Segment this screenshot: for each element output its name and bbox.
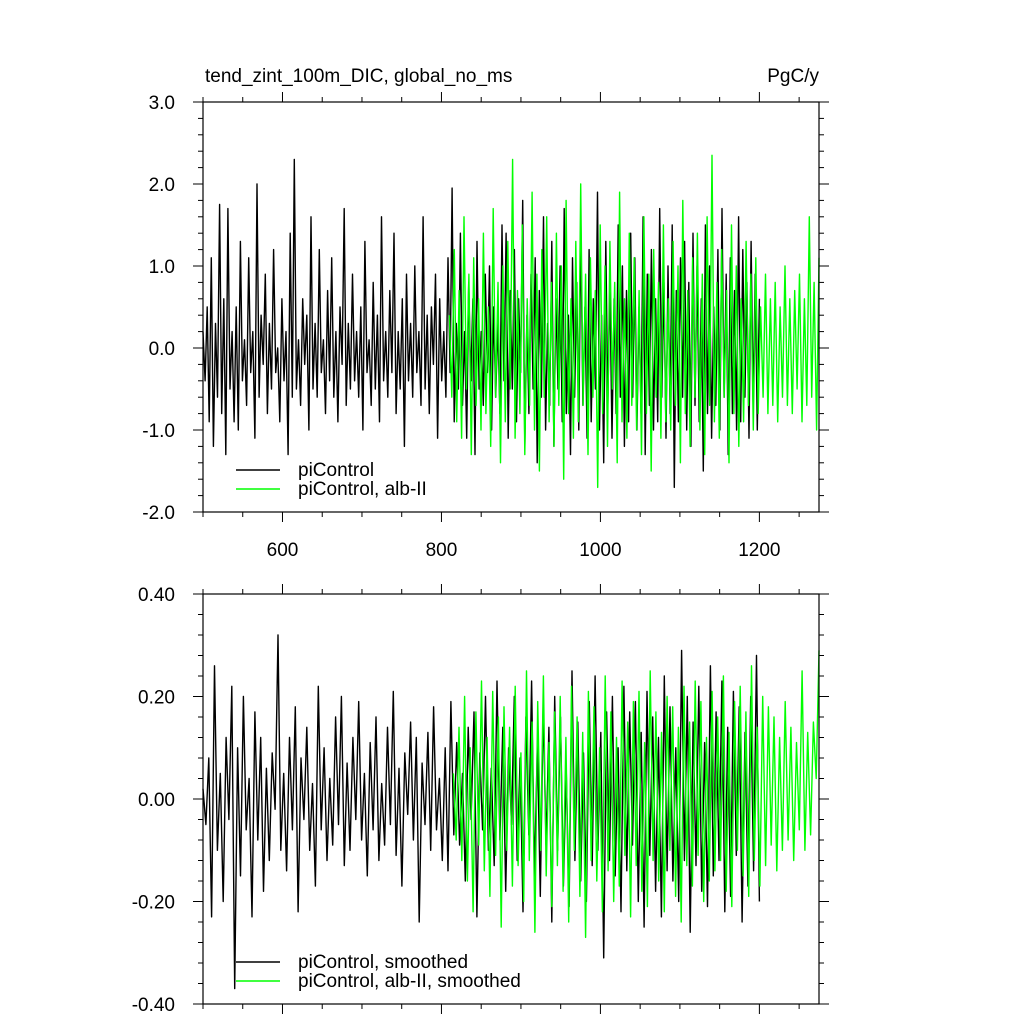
series-line-1 — [202, 634, 761, 990]
series-line-1 — [202, 158, 761, 489]
legend-entry: piControl — [298, 460, 374, 481]
series-line-2 — [452, 650, 820, 939]
y-tick-label: -0.40 — [132, 995, 175, 1016]
panel-1: -2.0 -1.0 0.0 1.0 2.0 3.0 600 800 1000 1200 tend_z… — [142, 66, 829, 561]
chart-title: tend_zint_100m_DIC, global_no_ms — [205, 66, 512, 87]
y-tick-label: 2.0 — [149, 175, 175, 196]
x-tick-label: 1200 — [738, 540, 780, 561]
x-tick-label: 600 — [267, 540, 299, 561]
legend-entry: piControl, alb-II — [298, 479, 427, 500]
y-tick-label: 0.0 — [149, 339, 175, 360]
y-tick-label: -1.0 — [142, 421, 175, 442]
units-label: PgC/y — [767, 66, 819, 87]
y-tick-label: 0.40 — [138, 585, 175, 606]
y-tick-label: 0.00 — [138, 790, 175, 811]
y-tick-label: 0.20 — [138, 688, 175, 709]
panel-2: -0.40 -0.20 0.00 0.20 0.40 piControl, smoothe… — [132, 584, 829, 1016]
plot-frame — [202, 101, 820, 513]
x-tick-label: 800 — [426, 540, 458, 561]
series-line-2 — [448, 154, 820, 489]
legend-entry: piControl, smoothed — [298, 952, 468, 973]
legend-entry: piControl, alb-II, smoothed — [298, 971, 521, 992]
y-tick-label: -0.20 — [132, 893, 175, 914]
x-tick-label: 1000 — [579, 540, 621, 561]
y-tick-label: 3.0 — [149, 93, 175, 114]
y-tick-label: 1.0 — [149, 257, 175, 278]
y-tick-label: -2.0 — [142, 503, 175, 524]
